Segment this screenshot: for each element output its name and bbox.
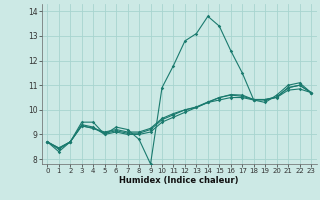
X-axis label: Humidex (Indice chaleur): Humidex (Indice chaleur)	[119, 176, 239, 185]
